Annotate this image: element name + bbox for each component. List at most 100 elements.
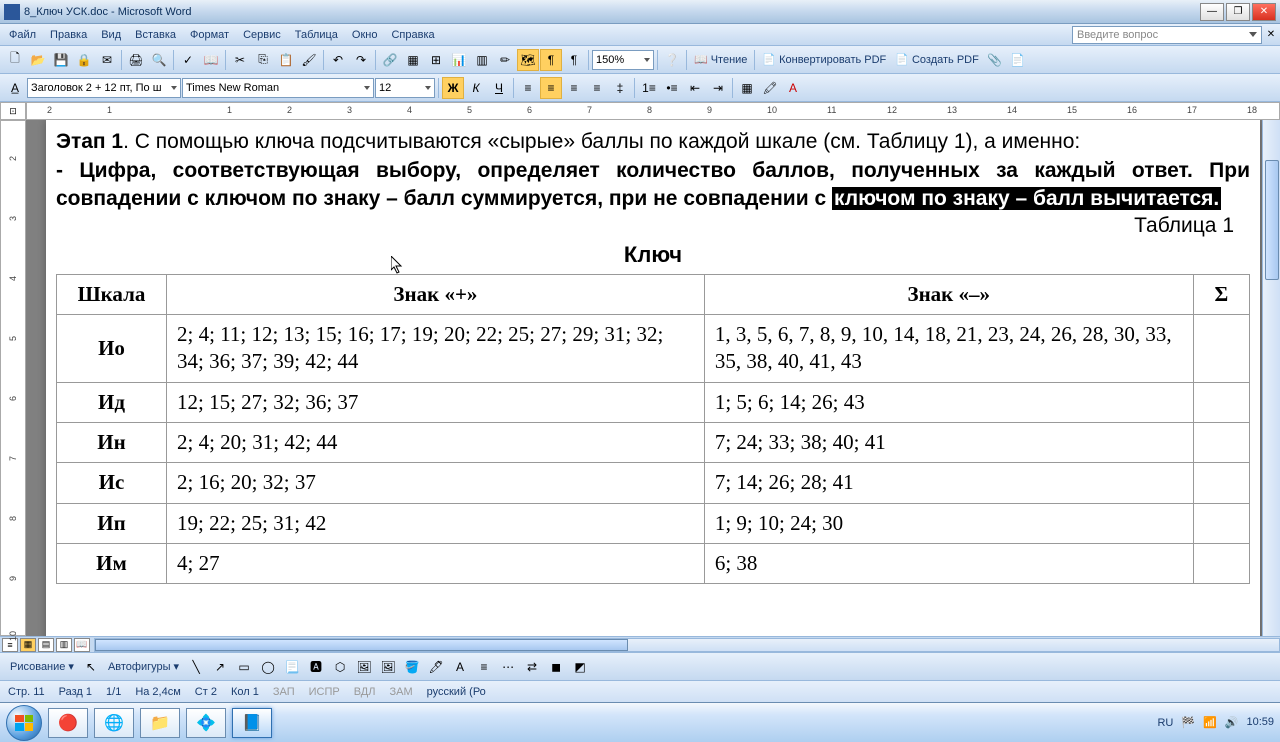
menu-edit[interactable]: Правка (43, 27, 94, 43)
table-header[interactable]: Знак «+» (167, 274, 705, 314)
ruler-corner[interactable]: ⊡ (0, 102, 26, 120)
open-icon[interactable]: 📂 (27, 49, 49, 71)
3d-icon[interactable]: ◩ (569, 656, 591, 678)
table-label[interactable]: Таблица 1 (56, 214, 1250, 238)
reading-mode-button[interactable]: 📖 Чтение (690, 53, 751, 66)
menu-file[interactable]: Файл (2, 27, 43, 43)
menu-table[interactable]: Таблица (288, 27, 345, 43)
taskbar-explorer[interactable]: 📁 (140, 708, 180, 738)
start-button[interactable] (6, 705, 42, 741)
italic-icon[interactable]: К (465, 77, 487, 99)
help-close-icon[interactable]: ✕ (1264, 28, 1278, 42)
document-map-icon[interactable]: 🗺 (517, 49, 539, 71)
rectangle-icon[interactable]: ▭ (233, 656, 255, 678)
menu-view[interactable]: Вид (94, 27, 128, 43)
new-icon[interactable]: 🗋 (4, 49, 26, 71)
font-combo[interactable]: Times New Roman (182, 78, 374, 98)
align-center-icon[interactable]: ≡ (540, 77, 562, 99)
autoshapes-menu[interactable]: Автофигуры▾ (104, 660, 183, 673)
clipart-icon[interactable]: 🖼 (353, 656, 375, 678)
stage-paragraph[interactable]: Этап 1. С помощью ключа подсчитываются «… (56, 128, 1250, 155)
increase-indent-icon[interactable]: ⇥ (707, 77, 729, 99)
table-row[interactable]: Им4; 276; 38 (57, 543, 1250, 583)
save-icon[interactable]: 💾 (50, 49, 72, 71)
show-marks-icon[interactable]: ¶ (563, 49, 585, 71)
show-hide-icon[interactable]: ¶ (540, 49, 562, 71)
diagram-icon[interactable]: ⬡ (329, 656, 351, 678)
drawing-menu[interactable]: Рисование▾ (6, 660, 78, 673)
maximize-button[interactable]: ❐ (1226, 3, 1250, 21)
columns-icon[interactable]: ▥ (471, 49, 493, 71)
pdf-extra1-icon[interactable]: 📎 (984, 49, 1006, 71)
research-icon[interactable]: 📖 (200, 49, 222, 71)
view-outline-icon[interactable]: ▥ (56, 638, 72, 652)
instruction-paragraph[interactable]: - Цифра, соответствующая выбору, определ… (56, 157, 1250, 212)
zoom-combo[interactable]: 150% (592, 50, 654, 70)
oval-icon[interactable]: ◯ (257, 656, 279, 678)
font-color-icon[interactable]: A (782, 77, 804, 99)
view-web-icon[interactable]: ▦ (20, 638, 36, 652)
view-reading-icon[interactable]: 📖 (74, 638, 90, 652)
format-painter-icon[interactable]: 🖌 (298, 49, 320, 71)
underline-icon[interactable]: Ч (488, 77, 510, 99)
font-color-draw-icon[interactable]: A (449, 656, 471, 678)
page[interactable]: Этап 1. С помощью ключа подсчитываются «… (46, 120, 1260, 636)
tray-network-icon[interactable]: 📶 (1203, 716, 1217, 729)
hyperlink-icon[interactable]: 🔗 (379, 49, 401, 71)
close-button[interactable]: ✕ (1252, 3, 1276, 21)
numbered-list-icon[interactable]: 1≡ (638, 77, 660, 99)
menu-help[interactable]: Справка (384, 27, 441, 43)
horizontal-scrollbar[interactable] (94, 638, 1280, 652)
excel-icon[interactable]: 📊 (448, 49, 470, 71)
bold-icon[interactable]: Ж (442, 77, 464, 99)
arrow-style-icon[interactable]: ⇄ (521, 656, 543, 678)
help-question-input[interactable]: Введите вопрос (1072, 26, 1262, 44)
convert-pdf-button[interactable]: 📄 Конвертировать PDF (758, 53, 890, 66)
bulleted-list-icon[interactable]: •≡ (661, 77, 683, 99)
paste-icon[interactable]: 📋 (275, 49, 297, 71)
table-row[interactable]: Ио2; 4; 11; 12; 13; 15; 16; 17; 19; 20; … (57, 315, 1250, 383)
line-style-icon[interactable]: ≡ (473, 656, 495, 678)
mail-icon[interactable]: ✉ (96, 49, 118, 71)
tables-borders-icon[interactable]: ▦ (402, 49, 424, 71)
document-content[interactable]: Этап 1. С помощью ключа подсчитываются «… (56, 120, 1250, 584)
print-icon[interactable]: 🖨 (125, 49, 147, 71)
hscroll-thumb[interactable] (95, 639, 628, 651)
taskbar-chrome[interactable]: 🌐 (94, 708, 134, 738)
menu-tools[interactable]: Сервис (236, 27, 288, 43)
menu-format[interactable]: Формат (183, 27, 236, 43)
undo-icon[interactable]: ↶ (327, 49, 349, 71)
style-combo[interactable]: Заголовок 2 + 12 пт, По ш (27, 78, 181, 98)
help-icon[interactable]: ❔ (661, 49, 683, 71)
table-row[interactable]: Ин2; 4; 20; 31; 42; 447; 24; 33; 38; 40;… (57, 423, 1250, 463)
tray-lang[interactable]: RU (1157, 717, 1173, 729)
tray-volume-icon[interactable]: 🔊 (1225, 716, 1239, 729)
shadow-icon[interactable]: ◼ (545, 656, 567, 678)
key-table[interactable]: ШкалаЗнак «+»Знак «–»ΣИо2; 4; 11; 12; 13… (56, 274, 1250, 584)
styles-pane-icon[interactable]: A̲ (4, 77, 26, 99)
redo-icon[interactable]: ↷ (350, 49, 372, 71)
line-color-icon[interactable]: 🖊 (425, 656, 447, 678)
arrow-icon[interactable]: ↗ (209, 656, 231, 678)
minimize-button[interactable]: — (1200, 3, 1224, 21)
select-objects-icon[interactable]: ↖ (80, 656, 102, 678)
table-header[interactable]: Σ (1193, 274, 1249, 314)
permissions-icon[interactable]: 🔒 (73, 49, 95, 71)
view-print-icon[interactable]: ▤ (38, 638, 54, 652)
tray-clock[interactable]: 10:59 (1246, 716, 1274, 729)
borders-icon[interactable]: ▦ (736, 77, 758, 99)
fontsize-combo[interactable]: 12 (375, 78, 435, 98)
copy-icon[interactable]: ⎘ (252, 49, 274, 71)
taskbar-word[interactable]: 📘 (232, 708, 272, 738)
table-header[interactable]: Знак «–» (704, 274, 1193, 314)
taskbar-app-2[interactable]: 💠 (186, 708, 226, 738)
table-title[interactable]: Ключ (56, 242, 1250, 268)
picture-icon[interactable]: 🖼 (377, 656, 399, 678)
align-right-icon[interactable]: ≡ (563, 77, 585, 99)
vscroll-thumb[interactable] (1265, 160, 1279, 280)
align-justify-icon[interactable]: ≡ (586, 77, 608, 99)
dash-style-icon[interactable]: ⋯ (497, 656, 519, 678)
table-row[interactable]: Ид12; 15; 27; 32; 36; 371; 5; 6; 14; 26;… (57, 382, 1250, 422)
tray-flag-icon[interactable]: 🏁 (1181, 716, 1195, 729)
spelling-icon[interactable]: ✓ (177, 49, 199, 71)
